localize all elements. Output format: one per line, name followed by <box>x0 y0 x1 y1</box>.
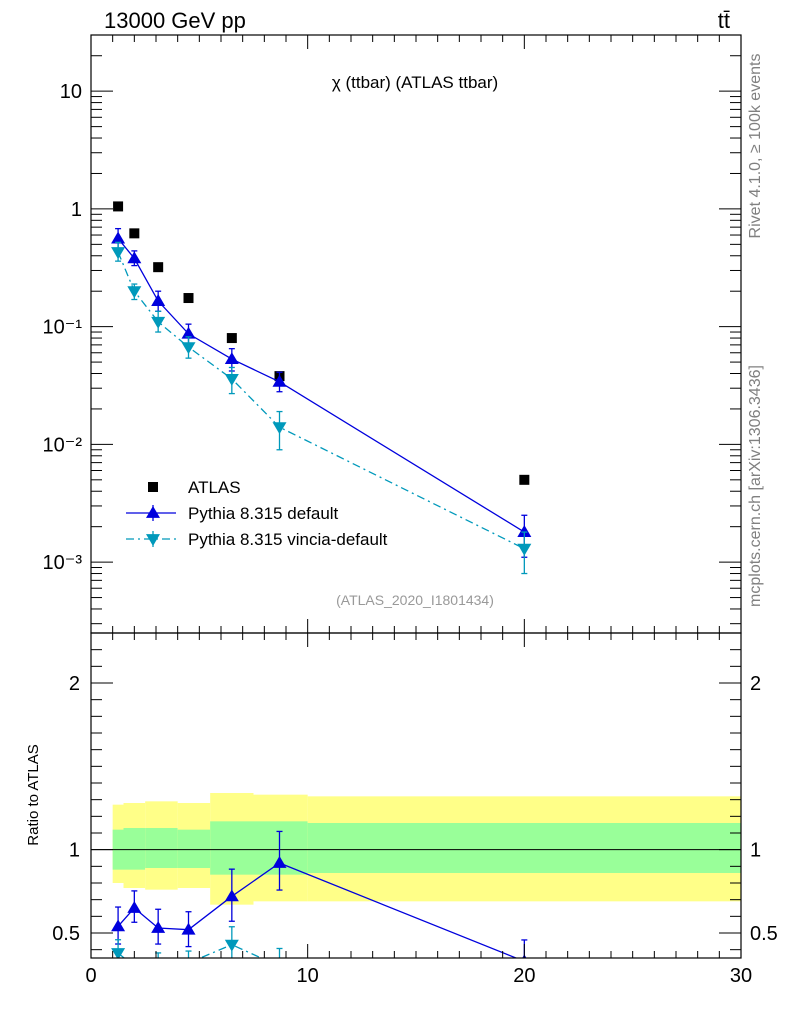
series-0 <box>113 201 530 485</box>
data-point <box>224 352 239 365</box>
legend: ATLAS Pythia 8.315 default Pythia 8.315 vi… <box>126 478 388 549</box>
ratio-y-tick-label-right: 1 <box>750 840 761 862</box>
data-point <box>127 286 142 299</box>
y-tick-label: 10⁻¹ <box>43 317 83 339</box>
ratio-point <box>111 919 126 932</box>
ratio-y-ticks <box>91 649 741 951</box>
ratio-y-tick-label-right: 2 <box>750 673 761 695</box>
legend-item: Pythia 8.315 default <box>126 504 339 523</box>
ratio-point <box>127 901 142 913</box>
legend-marker <box>148 482 158 492</box>
y-tick-label: 10⁻³ <box>43 552 83 574</box>
data-point <box>224 373 239 386</box>
y-tick-label: 10⁻² <box>43 434 83 456</box>
ratio-point <box>273 961 287 973</box>
ratio-y-tick-label-right: 0.5 <box>750 923 778 945</box>
inner-band-bin <box>307 823 741 873</box>
inner-band-bin <box>177 829 211 868</box>
y-tick-label: 10 <box>60 81 82 103</box>
x-tick-label: 20 <box>513 965 535 987</box>
data-point <box>519 474 530 485</box>
ratio-panel <box>90 632 742 973</box>
y-tick-label: 1 <box>71 199 82 221</box>
ratio-point <box>181 922 196 935</box>
x-tick-label: 30 <box>730 965 752 987</box>
data-point <box>181 342 196 355</box>
ratio-y-tick-label: 0.5 <box>52 923 80 945</box>
ratio-y-tick-label: 2 <box>69 673 80 695</box>
data-point <box>272 422 287 435</box>
data-point <box>151 294 166 306</box>
data-point <box>226 333 237 344</box>
data-point <box>111 231 126 244</box>
ratio-point <box>272 856 287 868</box>
ratio-point <box>151 921 166 933</box>
data-point <box>113 201 124 212</box>
ratio-point <box>224 939 239 952</box>
main-series-group <box>111 201 532 575</box>
ratio-series-2 <box>111 926 528 973</box>
ratio-line <box>117 943 263 958</box>
inner-band-bin <box>145 828 178 868</box>
data-point <box>127 251 142 264</box>
x-ticks <box>90 35 742 958</box>
data-point <box>111 247 126 260</box>
x-tick-label: 0 <box>85 965 96 987</box>
series-2 <box>111 241 532 575</box>
legend-label: ATLAS <box>188 478 241 497</box>
data-point <box>129 228 140 239</box>
data-point <box>181 326 196 339</box>
ratio-series-1 <box>111 830 528 958</box>
inner-band-bin <box>210 821 254 875</box>
ratio-y-tick-label: 1 <box>69 840 80 862</box>
data-point <box>517 543 532 556</box>
legend-marker <box>146 534 160 546</box>
data-point <box>151 316 166 329</box>
ratio-ylabel: Ratio to ATLAS <box>25 744 42 845</box>
ratio-point <box>182 958 196 970</box>
legend-label: Pythia 8.315 default <box>188 504 339 523</box>
analysis-label: (ATLAS_2020_I1801434) <box>336 592 494 608</box>
series-line <box>117 238 525 533</box>
rivet-version-label: Rivet 4.1.0, ≥ 100k events <box>747 54 764 239</box>
process-label: tt̄ <box>718 8 730 33</box>
legend-item: Pythia 8.315 vincia-default <box>126 530 388 549</box>
ratio-point <box>224 889 239 902</box>
data-point <box>153 262 164 273</box>
ratio-point <box>151 960 165 972</box>
ratio-point <box>127 961 141 973</box>
ratio-frame <box>90 632 742 959</box>
main-y-ticks <box>91 34 741 625</box>
x-tick-label: 10 <box>297 965 319 987</box>
data-point <box>517 525 532 537</box>
chart-title: χ (ttbar) (ATLAS ttbar) <box>332 73 498 92</box>
energy-label: 13000 GeV pp <box>104 8 246 33</box>
inner-band-bin <box>123 828 146 870</box>
data-point <box>183 293 194 304</box>
ratio-series-group <box>111 830 528 973</box>
legend-label: Pythia 8.315 vincia-default <box>188 530 388 549</box>
ratio-bands <box>91 793 741 905</box>
mcplots-label: mcplots.cern.ch [arXiv:1306.3436] <box>747 365 764 607</box>
legend-marker <box>146 506 160 518</box>
legend-item: ATLAS <box>148 478 241 497</box>
ratio-point <box>111 948 126 958</box>
data-point <box>272 374 287 387</box>
